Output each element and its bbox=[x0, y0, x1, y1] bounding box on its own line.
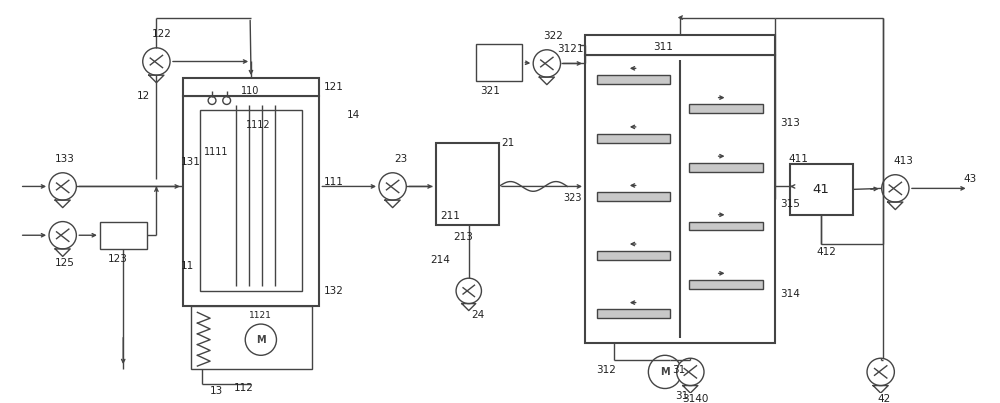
Text: 42: 42 bbox=[878, 394, 891, 403]
Bar bbox=[790, 164, 853, 215]
Bar bbox=[689, 104, 763, 113]
Bar bbox=[476, 44, 522, 81]
Circle shape bbox=[49, 173, 76, 200]
Circle shape bbox=[143, 48, 170, 75]
Text: 112: 112 bbox=[233, 384, 253, 393]
Text: 111: 111 bbox=[323, 177, 343, 187]
Circle shape bbox=[677, 358, 704, 386]
Bar bbox=[689, 163, 763, 172]
Text: 321: 321 bbox=[480, 86, 500, 96]
Text: 43: 43 bbox=[964, 174, 977, 184]
Bar bbox=[183, 78, 319, 96]
Text: 131: 131 bbox=[181, 157, 201, 167]
Circle shape bbox=[533, 50, 561, 77]
Text: 13: 13 bbox=[210, 386, 223, 397]
Text: 3140: 3140 bbox=[683, 394, 709, 403]
Bar bbox=[183, 96, 319, 305]
Circle shape bbox=[223, 97, 231, 104]
Circle shape bbox=[379, 173, 406, 200]
Text: 412: 412 bbox=[816, 247, 836, 257]
Text: 31: 31 bbox=[672, 365, 685, 375]
Text: 24: 24 bbox=[472, 310, 485, 320]
Text: 1121: 1121 bbox=[249, 311, 272, 320]
Circle shape bbox=[208, 97, 216, 104]
Text: 110: 110 bbox=[241, 86, 260, 96]
Text: 31: 31 bbox=[675, 391, 688, 401]
Circle shape bbox=[456, 278, 481, 303]
Text: 125: 125 bbox=[55, 258, 75, 268]
Text: 322: 322 bbox=[543, 31, 563, 41]
Bar bbox=[597, 134, 670, 143]
Circle shape bbox=[882, 175, 909, 202]
Bar bbox=[191, 305, 312, 369]
Text: 413: 413 bbox=[893, 156, 913, 166]
Text: 1112: 1112 bbox=[246, 120, 271, 130]
Text: M: M bbox=[660, 367, 670, 377]
Text: 312: 312 bbox=[597, 365, 617, 375]
Circle shape bbox=[867, 358, 894, 386]
Text: 11: 11 bbox=[181, 262, 194, 272]
Circle shape bbox=[648, 355, 682, 388]
Bar bbox=[597, 75, 670, 84]
Text: 314: 314 bbox=[780, 289, 800, 299]
Bar bbox=[100, 222, 147, 249]
Bar bbox=[689, 280, 763, 289]
Text: 121: 121 bbox=[323, 82, 343, 92]
Text: 3121: 3121 bbox=[558, 44, 584, 54]
Circle shape bbox=[49, 222, 76, 249]
Bar bbox=[597, 192, 670, 201]
Bar bbox=[689, 222, 763, 231]
Text: 122: 122 bbox=[152, 29, 171, 39]
Circle shape bbox=[245, 324, 276, 355]
Bar bbox=[597, 251, 670, 260]
Text: 23: 23 bbox=[395, 154, 408, 164]
Text: 213: 213 bbox=[453, 232, 473, 242]
Text: 323: 323 bbox=[563, 193, 582, 203]
Bar bbox=[585, 35, 775, 55]
Bar bbox=[200, 110, 302, 291]
Text: 311: 311 bbox=[653, 42, 673, 52]
Bar bbox=[436, 143, 499, 226]
Text: 41: 41 bbox=[813, 183, 830, 196]
Text: 214: 214 bbox=[431, 255, 451, 265]
Text: 132: 132 bbox=[323, 286, 343, 296]
Text: 315: 315 bbox=[780, 199, 800, 209]
Bar bbox=[597, 310, 670, 318]
Text: 123: 123 bbox=[108, 253, 127, 264]
Bar bbox=[585, 55, 775, 343]
Text: 12: 12 bbox=[137, 91, 150, 101]
Text: 411: 411 bbox=[788, 154, 808, 164]
Text: M: M bbox=[256, 335, 266, 345]
Text: 313: 313 bbox=[780, 118, 800, 128]
Text: 1111: 1111 bbox=[204, 147, 229, 157]
Text: 133: 133 bbox=[55, 154, 75, 164]
Text: 14: 14 bbox=[347, 110, 360, 120]
Text: 21: 21 bbox=[501, 137, 514, 147]
Text: 211: 211 bbox=[440, 211, 460, 221]
